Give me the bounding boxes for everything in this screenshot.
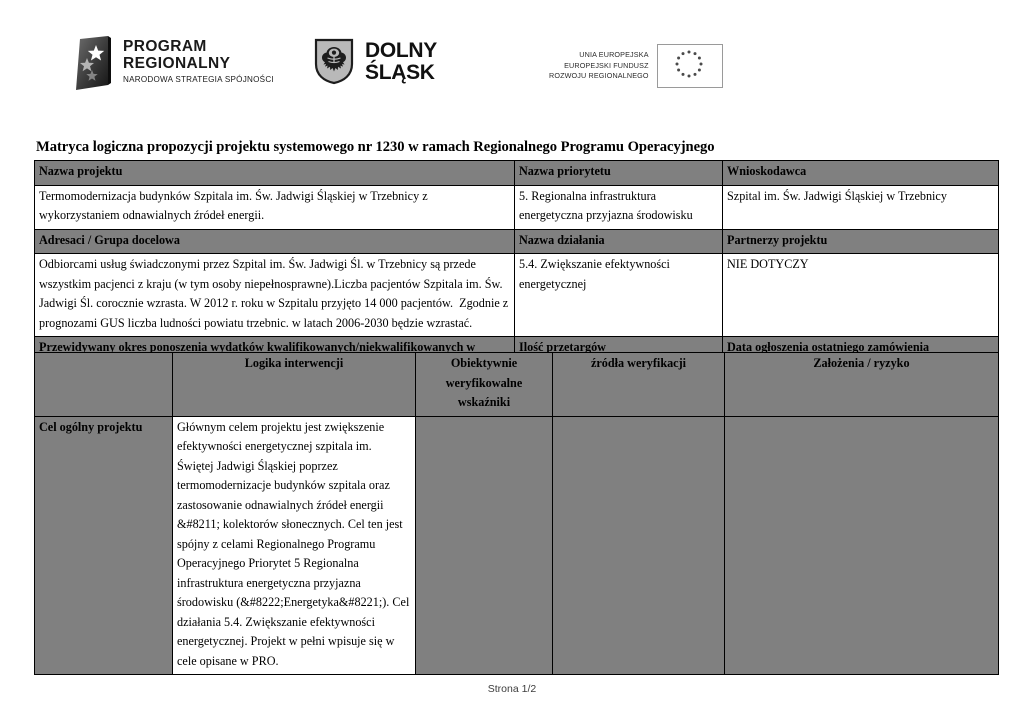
value-partnerzy-projektu: NIE DOTYCZY: [722, 253, 999, 337]
eu-wordmark: UNIA EUROPEJSKA EUROPEJSKI FUNDUSZ ROZWO…: [549, 50, 649, 82]
value-adresaci-grupa-docelowa: Odbiorcami usług świadczonymi przez Szpi…: [34, 253, 515, 337]
logo-dolny-slask: DOLNY ŚLĄSK: [314, 38, 437, 85]
table-row: Termomodernizacja budynków Szpitala im. …: [34, 184, 999, 230]
table-row: Nazwa projektu Nazwa priorytetu Wnioskod…: [34, 160, 999, 186]
table-row: Logika interwencji Obiektywnie weryfikow…: [34, 352, 999, 417]
ds-line-2: ŚLĄSK: [365, 60, 435, 84]
table-row: Odbiorcami usług świadczonymi przez Szpi…: [34, 253, 999, 337]
eu-line-2: EUROPEJSKI FUNDUSZ: [564, 60, 649, 70]
value-zrodla-weryfikacji: [552, 415, 725, 675]
header-zrodla-weryfikacji: źródła weryfikacji: [552, 352, 725, 417]
header-partnerzy-projektu: Partnerzy projektu: [722, 228, 999, 254]
value-obiektywnie-weryfikowalne-wskazniki: [415, 415, 553, 675]
value-logika-interwencji: Głównym celem projektu jest zwiększenie …: [172, 415, 416, 675]
eu-flag-icon: [656, 44, 723, 88]
ds-line-1: DOLNY: [365, 38, 438, 62]
value-nazwa-dzialania: 5.4. Zwiększanie efektywności energetycz…: [514, 253, 723, 337]
header-nazwa-dzialania: Nazwa działania: [514, 228, 723, 254]
pr-line-1: PROGRAM: [123, 38, 207, 55]
dolny-slask-wordmark: DOLNY ŚLĄSK: [365, 38, 438, 84]
header-logika-interwencji: Logika interwencji: [172, 352, 416, 417]
program-regionalny-wordmark: PROGRAM REGIONALNY NARODOWA STRATEGIA SP…: [123, 36, 274, 86]
logo-program-regionalny: PROGRAM REGIONALNY NARODOWA STRATEGIA SP…: [74, 36, 274, 90]
eu-line-1: UNIA EUROPEJSKA: [579, 50, 649, 60]
logo-bar: PROGRAM REGIONALNY NARODOWA STRATEGIA SP…: [0, 0, 1024, 115]
header-wnioskodawca: Wnioskodawca: [722, 160, 999, 186]
value-wnioskodawca: Szpital im. Św. Jadwigi Śląskiej w Trzeb…: [722, 184, 999, 230]
header-adresaci-grupa-docelowa: Adresaci / Grupa docelowa: [34, 228, 515, 254]
header-nazwa-priorytetu: Nazwa priorytetu: [514, 160, 723, 186]
header-nazwa-projektu: Nazwa projektu: [34, 160, 515, 186]
value-nazwa-projektu: Termomodernizacja budynków Szpitala im. …: [34, 184, 515, 230]
header-corner-blank: [34, 352, 173, 417]
stars-mark-icon: [74, 36, 114, 90]
project-info-table: Nazwa projektu Nazwa priorytetu Wnioskod…: [34, 160, 999, 406]
pr-line-2: REGIONALNY: [123, 55, 231, 72]
page-title: Matryca logiczna propozycji projektu sys…: [36, 139, 715, 155]
header-zalozenia-ryzyko: Założenia / ryzyko: [724, 352, 999, 417]
table-row: Cel ogólny projektu Głównym celem projek…: [34, 415, 999, 675]
eu-line-3: ROZWOJU REGIONALNEGO: [549, 71, 649, 81]
pr-line-3: NARODOWA STRATEGIA SPÓJNOŚCI: [123, 75, 274, 84]
logic-matrix-table: Logika interwencji Obiektywnie weryfikow…: [34, 352, 999, 675]
value-zalozenia-ryzyko: [724, 415, 999, 675]
header-obiektywnie-weryfikowalne-wskazniki: Obiektywnie weryfikowalne wskaźniki: [415, 352, 553, 417]
logo-unia-europejska: UNIA EUROPEJSKA EUROPEJSKI FUNDUSZ ROZWO…: [549, 44, 723, 88]
lower-silesia-coat-of-arms-icon: [314, 38, 354, 85]
row-label-cel-ogolny-projektu: Cel ogólny projektu: [34, 415, 173, 675]
value-nazwa-priorytetu: 5. Regionalna infrastruktura energetyczn…: [514, 184, 723, 230]
table-row: Adresaci / Grupa docelowa Nazwa działani…: [34, 228, 999, 254]
page-footer: Strona 1/2: [487, 683, 537, 695]
